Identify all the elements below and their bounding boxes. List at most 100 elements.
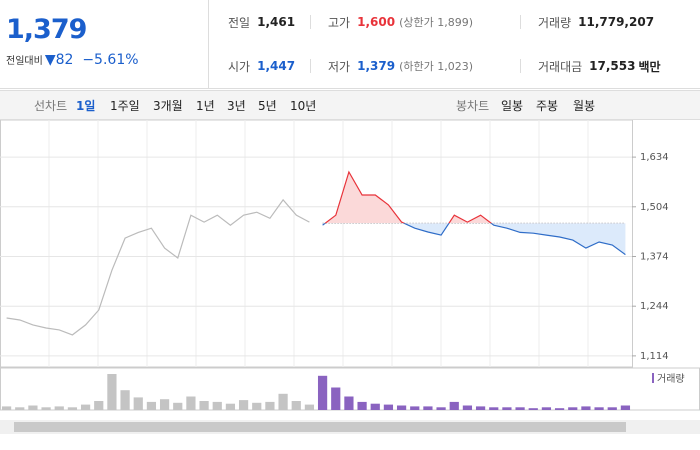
stat-label: 거래대금 (538, 59, 583, 74)
stat: 시가 1,447 (210, 44, 310, 88)
volume-bar (304, 404, 315, 410)
tab-group-label: 선차트 (34, 99, 68, 113)
volume-bar (120, 390, 130, 410)
stat-label: 저가 (328, 59, 351, 74)
volume-bar (436, 407, 446, 410)
price: 1,379 (6, 14, 87, 45)
scroll-thumb[interactable] (14, 422, 626, 432)
price-line (6, 198, 310, 336)
stat-note: (하한가 1,023) (399, 60, 473, 73)
change-label: 전일대비 (6, 56, 43, 67)
price-line-down (322, 223, 626, 256)
volume-bar (331, 387, 341, 410)
volume-bar (396, 405, 407, 410)
stat: 저가 1,379 (하한가 1,023) (310, 44, 520, 88)
volume-bar (291, 401, 301, 410)
stats-row: 시가 1,447 저가 1,379 (하한가 1,023) 거래대금 17,553 백만 (210, 44, 700, 88)
volume-bar (410, 406, 420, 410)
stat-label: 전일 (228, 15, 251, 30)
volume-bar (199, 401, 209, 410)
tab[interactable]: 3개월 (153, 99, 183, 113)
volume-bar (489, 407, 499, 410)
volume-bar (159, 399, 170, 410)
change-value: 82 (55, 52, 74, 68)
volume-bar (423, 406, 433, 410)
chart-tabs: 선차트 1일 1주일 3개월 1년 3년 5년 10년 봉차트 일봉 주봉 월봉 (0, 90, 700, 120)
volume-bar (54, 406, 64, 410)
tab[interactable]: 3년 (227, 99, 246, 113)
volume-bar (581, 406, 591, 410)
volume-bar (41, 407, 51, 410)
volume-bar (67, 407, 78, 410)
volume-bar (383, 404, 394, 410)
volume-bar (265, 401, 275, 410)
volume-bar (554, 408, 565, 410)
stat: 거래량 11,779,207 (520, 0, 700, 44)
tab[interactable]: 10년 (290, 99, 317, 113)
volume-bar (594, 407, 604, 410)
volume-bar (133, 397, 143, 410)
tab[interactable]: 1일 (76, 99, 96, 113)
tab[interactable]: 1년 (196, 99, 215, 113)
price-box: 1,379 전일대비 ▼82 −5.61% (0, 0, 209, 88)
change: 전일대비 ▼82 −5.61% (6, 52, 139, 68)
volume-bar (80, 404, 91, 410)
volume-bar (515, 407, 525, 410)
y-tick-label: 1,244 (640, 301, 669, 312)
scrollbar[interactable] (0, 420, 700, 434)
volume-bar (462, 405, 473, 410)
tab[interactable]: 1주일 (110, 99, 140, 113)
y-tick-label: 1,504 (640, 202, 669, 213)
stat-value: 1,379 (357, 59, 396, 73)
volume-legend-swatch (652, 373, 654, 383)
volume-legend: 거래량 (657, 373, 685, 385)
y-tick-label: 1,374 (640, 251, 669, 262)
volume-bar (28, 405, 38, 410)
area-up (322, 172, 626, 224)
volume-bar (568, 407, 578, 410)
stat: 거래대금 17,553 백만 (520, 44, 700, 88)
stat: 고가 1,600 (상한가 1,899) (310, 0, 520, 44)
volume-bar (252, 402, 262, 410)
stat-value: 1,600 (357, 15, 396, 29)
stat-label: 시가 (228, 59, 251, 74)
volume-bar (541, 407, 552, 410)
tab-group-label: 봉차트 (456, 99, 490, 113)
volume-bar (357, 401, 367, 410)
stats-row: 전일 1,461 고가 1,600 (상한가 1,899) 거래량 11,779,207 (210, 0, 700, 44)
stat-value: 17,553 (589, 59, 636, 73)
stat-label: 고가 (328, 15, 351, 30)
volume-bar (317, 375, 328, 410)
tab[interactable]: 주봉 (536, 99, 559, 113)
quote-panel: 1,379 전일대비 ▼82 −5.61% 전일 1,461 고가 1,600 (상한가 … (0, 0, 700, 89)
volume-bar (94, 401, 104, 410)
volume-bar (225, 403, 236, 410)
volume-bar (146, 401, 157, 410)
volume-bar (107, 374, 117, 410)
plot-frame (0, 120, 633, 368)
volume-bar (278, 393, 288, 410)
change-rate: −5.61% (82, 52, 139, 68)
volume-bar (475, 406, 486, 410)
stat-value: 1,461 (257, 15, 296, 29)
volume-bar (212, 401, 222, 410)
volume-bar (173, 402, 183, 410)
tab[interactable]: 5년 (258, 99, 277, 113)
volume-bar (344, 396, 354, 410)
volume-bar (370, 403, 380, 410)
volume-bar (620, 405, 631, 410)
y-tick-label: 1,114 (640, 351, 669, 362)
volume-bar (15, 407, 25, 410)
volume-bar (449, 401, 459, 410)
volume-bar (186, 396, 196, 410)
tab[interactable]: 일봉 (501, 99, 524, 113)
area-down (322, 223, 626, 255)
stat-note: (상한가 1,899) (399, 16, 473, 29)
tab[interactable]: 월봉 (573, 99, 596, 113)
y-tick-label: 1,634 (640, 152, 669, 163)
stat-value: 11,779,207 (578, 15, 655, 29)
volume-bar (1, 406, 12, 410)
volume-bar (528, 408, 538, 410)
stat-value: 1,447 (257, 59, 296, 73)
